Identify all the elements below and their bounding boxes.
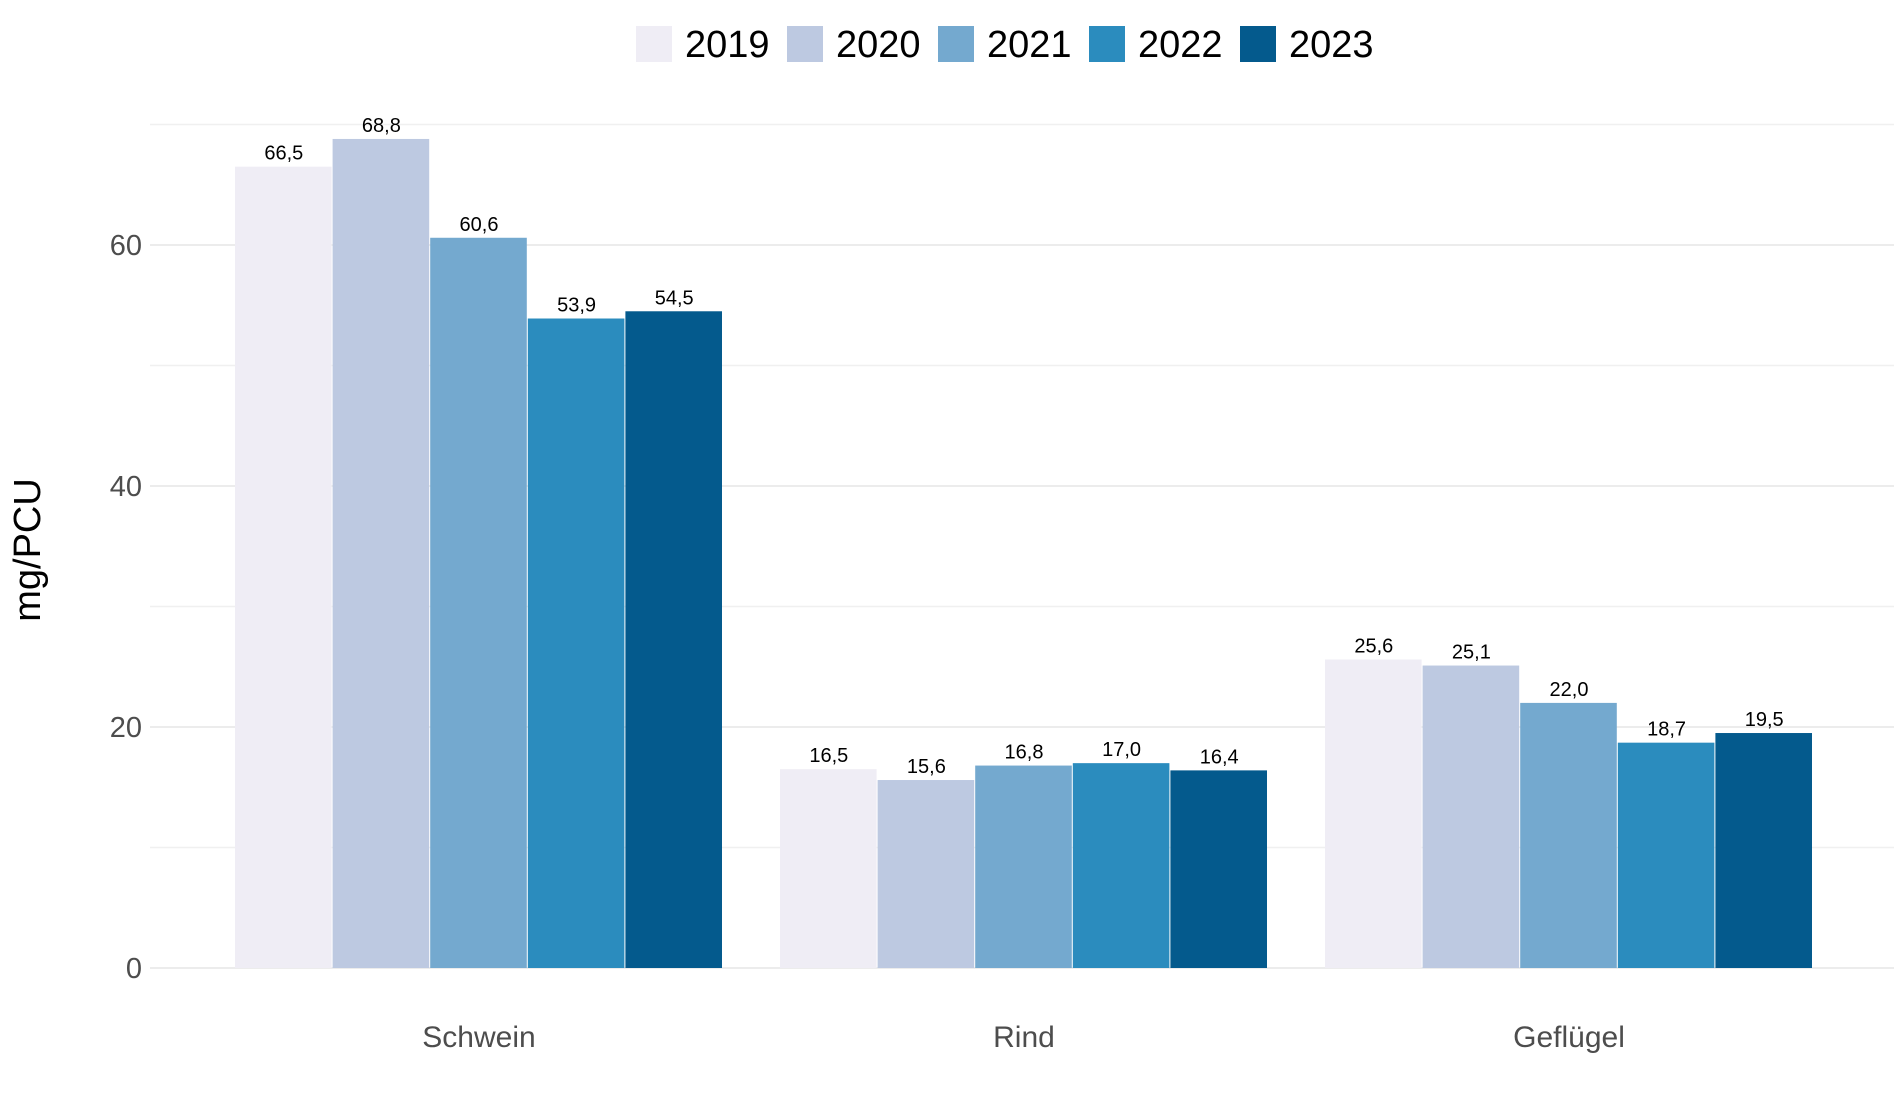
data-label: 25,1 [1452, 642, 1491, 664]
bar-schwein-2021 [430, 237, 527, 968]
bar-rind-2019 [780, 769, 877, 968]
legend: 2019 2020 2021 2022 2023 [636, 24, 1374, 66]
data-label: 53,9 [557, 295, 596, 317]
y-axis-label: mg/PCU [7, 478, 49, 622]
data-label: 25,6 [1354, 636, 1393, 658]
y-tick-label: 40 [110, 471, 142, 503]
legend-label: 2020 [836, 24, 921, 66]
bar-geflügel-2022 [1617, 742, 1715, 968]
legend-label: 2022 [1138, 24, 1223, 66]
data-label: 68,8 [362, 115, 401, 137]
legend-swatch-2022 [1089, 26, 1125, 62]
x-category-label: Geflügel [1513, 1021, 1625, 1054]
bar-schwein-2020 [332, 138, 430, 968]
legend-swatch-2020 [787, 26, 823, 62]
data-label: 15,6 [907, 756, 946, 778]
data-label: 16,8 [1005, 742, 1044, 764]
legend-label: 2019 [685, 24, 770, 66]
data-label: 54,5 [655, 287, 694, 309]
data-labels: 66,5 68,8 60,6 53,9 54,5 16,5 15,6 16,8 17,0 16,4… [264, 115, 1783, 778]
data-label: 16,4 [1200, 746, 1239, 768]
data-label: 18,7 [1647, 719, 1686, 741]
x-category-label: Schwein [422, 1021, 535, 1054]
bar-rind-2020 [877, 780, 975, 968]
bar-geflügel-2021 [1520, 702, 1617, 968]
bar-rind-2023 [1170, 770, 1267, 968]
data-label: 60,6 [460, 214, 499, 236]
data-label: 22,0 [1550, 679, 1589, 701]
bar-schwein-2022 [527, 318, 625, 968]
y-tick-label: 0 [126, 953, 142, 985]
y-tick-label: 60 [110, 230, 142, 262]
legend-label: 2023 [1289, 24, 1374, 66]
legend-swatch-2023 [1240, 26, 1276, 62]
legend-label: 2021 [987, 24, 1072, 66]
legend-swatch-2021 [938, 26, 974, 62]
bar-geflügel-2020 [1422, 665, 1520, 968]
bar-geflügel-2023 [1715, 733, 1812, 968]
bars [235, 138, 1812, 969]
data-label: 66,5 [264, 143, 303, 165]
y-tick-label: 20 [110, 712, 142, 744]
bar-rind-2021 [975, 765, 1072, 968]
x-category-label: Rind [993, 1021, 1055, 1054]
bar-schwein-2023 [625, 311, 722, 968]
bar-rind-2022 [1072, 763, 1170, 968]
axes: 0 20 40 60 Schwein Rind Geflügel [110, 230, 1625, 1054]
data-label: 16,5 [809, 745, 848, 767]
bar-geflügel-2019 [1325, 659, 1422, 968]
bar-schwein-2019 [235, 166, 332, 969]
data-label: 19,5 [1745, 709, 1784, 731]
legend-swatch-2019 [636, 26, 672, 62]
data-label: 17,0 [1102, 739, 1141, 761]
